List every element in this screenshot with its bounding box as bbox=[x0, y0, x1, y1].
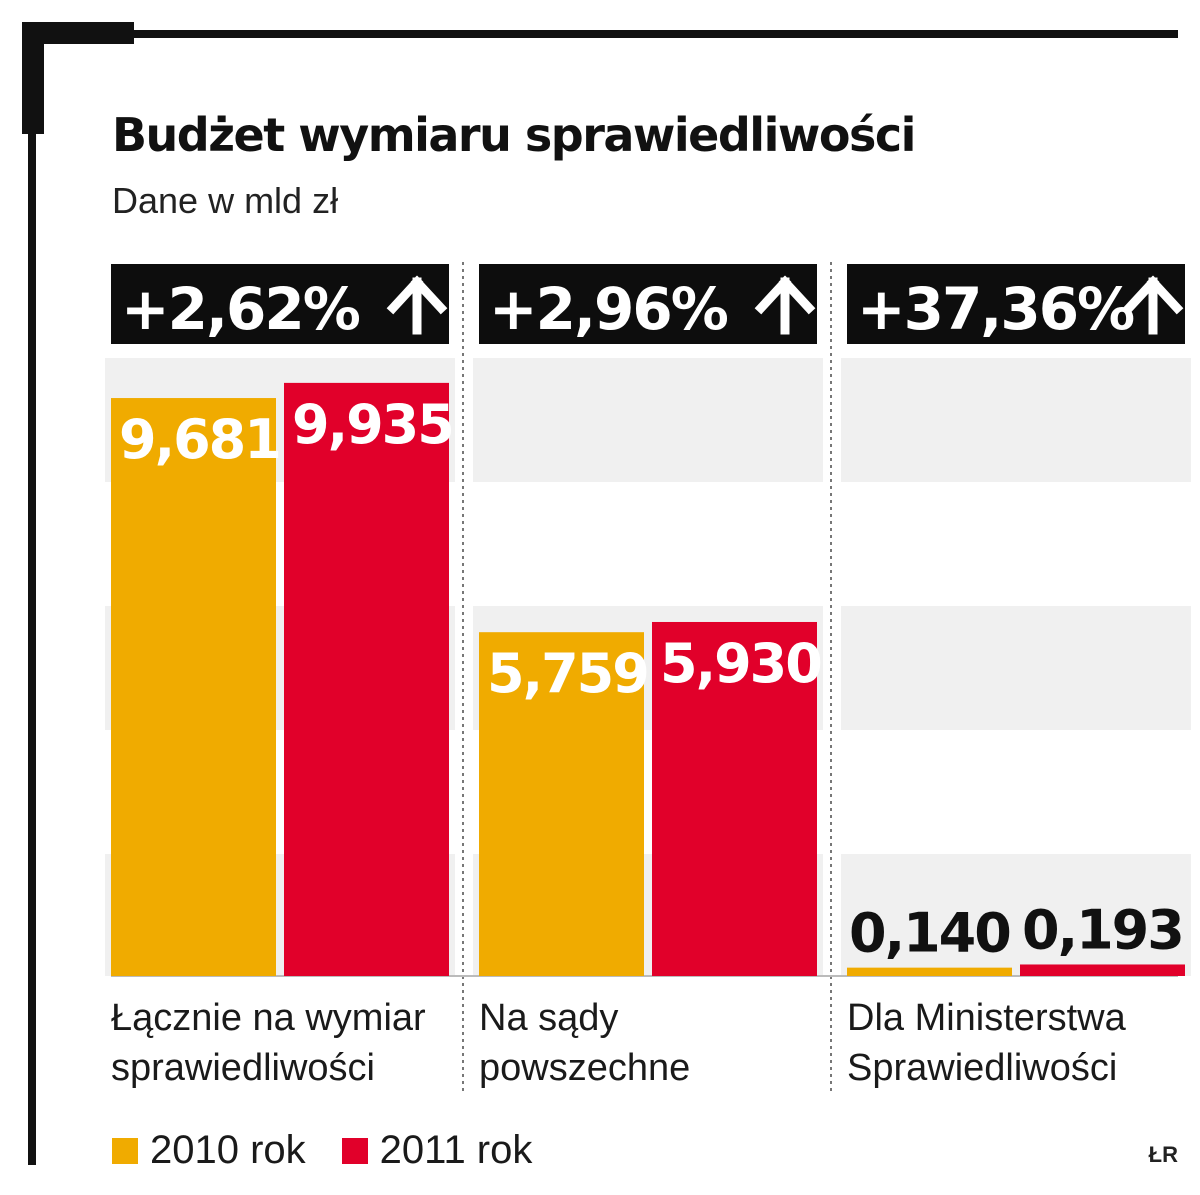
bar-value-label: 5,759 bbox=[487, 642, 648, 705]
bar-2011 bbox=[652, 621, 817, 976]
category-label: Łącznie na wymiar bbox=[111, 997, 426, 1039]
bar-2010 bbox=[111, 398, 276, 976]
change-value: +2,96% bbox=[489, 275, 728, 343]
bar-2010 bbox=[479, 632, 644, 976]
bar-value-label: 5,930 bbox=[660, 632, 821, 695]
arrow-up-icon bbox=[754, 275, 816, 335]
frame-top-rule bbox=[130, 30, 1178, 38]
bar-2010 bbox=[847, 967, 1012, 976]
background-band bbox=[473, 358, 823, 482]
legend-swatch-2010 bbox=[112, 1137, 138, 1164]
arrow-up-icon bbox=[386, 275, 448, 335]
arrow-up-icon bbox=[1122, 275, 1184, 335]
legend-item-2010: 2010 rok bbox=[112, 1128, 306, 1173]
legend-item-2011: 2011 rok bbox=[341, 1128, 533, 1173]
category-label: powszechne bbox=[479, 1047, 690, 1089]
change-value: +2,62% bbox=[121, 275, 360, 343]
category-label: sprawiedliwości bbox=[111, 1047, 375, 1089]
bar-2011 bbox=[1020, 964, 1185, 976]
background-band bbox=[841, 606, 1191, 730]
bar-2011 bbox=[284, 382, 449, 976]
frame-corner-vertical bbox=[22, 22, 44, 134]
background-band bbox=[841, 854, 1191, 976]
category-label: Dla Ministerstwa bbox=[847, 997, 1127, 1039]
chart-title: Budżet wymiaru sprawiedliwości bbox=[112, 108, 916, 162]
frame-corner bbox=[22, 22, 134, 44]
legend-swatch-2011 bbox=[341, 1137, 368, 1164]
legend-label-2011: 2011 rok bbox=[379, 1128, 533, 1172]
bar-value-label: 0,140 bbox=[849, 902, 1010, 965]
background-band bbox=[841, 358, 1191, 482]
legend-label-2010: 2010 rok bbox=[150, 1128, 306, 1172]
change-value: +37,36% bbox=[857, 275, 1134, 343]
frame-left-rule bbox=[28, 120, 36, 1165]
bar-value-label: 9,681 bbox=[119, 408, 280, 471]
bar-value-label: 0,193 bbox=[1022, 898, 1183, 961]
category-label: Na sądy bbox=[479, 997, 618, 1039]
bar-value-label: 9,935 bbox=[292, 393, 453, 456]
category-label: Sprawiedliwości bbox=[847, 1047, 1117, 1089]
credit: ŁR bbox=[1148, 1142, 1178, 1167]
chart-subtitle: Dane w mld zł bbox=[112, 180, 339, 221]
legend: 2010 rok 2011 rok bbox=[112, 1128, 568, 1173]
